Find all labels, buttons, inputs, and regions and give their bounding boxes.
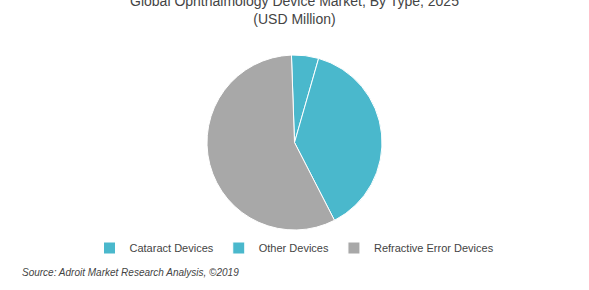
svg-text:Refractive Error Devices: Refractive Error Devices (374, 242, 494, 254)
svg-text:Cataract Devices: Cataract Devices (130, 242, 214, 254)
svg-text:Source: Adroit Market Research: Source: Adroit Market Research Analysis,… (22, 267, 239, 278)
svg-text:Global Ophthalmology Device Ma: Global Ophthalmology Device Market, By T… (130, 0, 459, 27)
svg-text:Other Devices: Other Devices (259, 242, 329, 254)
